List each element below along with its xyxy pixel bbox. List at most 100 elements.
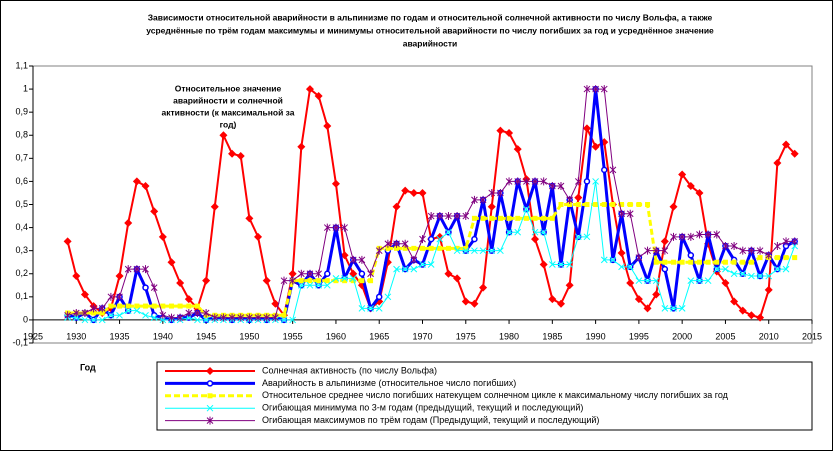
marker — [281, 312, 287, 318]
marker — [592, 85, 599, 94]
marker — [125, 303, 131, 309]
marker — [765, 251, 773, 260]
marker — [141, 182, 150, 191]
marker — [444, 269, 453, 278]
marker — [384, 239, 392, 248]
marker — [687, 277, 695, 285]
marker — [470, 299, 479, 308]
y-tick-label: 0,7 — [15, 153, 28, 163]
marker — [626, 263, 634, 271]
legend-box — [156, 361, 813, 431]
annotation: аварийности и солнечной — [173, 95, 283, 105]
marker — [774, 255, 780, 261]
marker — [497, 188, 504, 197]
marker — [764, 285, 773, 294]
marker — [462, 212, 470, 221]
marker — [556, 299, 565, 308]
chart-title: аварийности — [403, 38, 458, 48]
marker — [132, 177, 141, 186]
marker — [367, 269, 374, 278]
marker — [385, 245, 391, 251]
marker — [643, 304, 652, 313]
marker — [748, 272, 755, 280]
marker — [393, 239, 400, 248]
marker — [618, 209, 625, 218]
marker — [306, 281, 314, 289]
marker — [437, 245, 443, 251]
marker — [566, 261, 573, 268]
marker — [489, 215, 495, 221]
marker — [505, 128, 514, 137]
marker — [557, 182, 565, 191]
marker — [626, 209, 634, 218]
marker — [678, 170, 687, 179]
marker — [601, 166, 608, 174]
marker — [721, 278, 730, 287]
marker — [497, 215, 503, 221]
marker — [115, 272, 124, 281]
marker — [670, 232, 677, 241]
marker — [202, 276, 211, 285]
y-tick-label: 0,6 — [15, 176, 28, 186]
marker — [652, 246, 660, 255]
marker — [619, 202, 625, 207]
marker — [219, 131, 228, 140]
marker — [228, 149, 237, 158]
marker — [375, 305, 383, 312]
marker — [738, 306, 747, 315]
marker — [289, 316, 297, 324]
marker — [679, 259, 685, 265]
marker — [236, 152, 245, 161]
marker — [696, 259, 702, 265]
x-tick-label: 1990 — [586, 331, 606, 341]
x-tick-label: 1985 — [542, 331, 562, 341]
marker — [541, 215, 547, 221]
marker — [142, 284, 149, 291]
marker — [306, 269, 314, 278]
marker — [714, 259, 720, 265]
x-tick-label: 1950 — [239, 331, 259, 341]
y-tick-label: 0,2 — [15, 268, 28, 278]
marker — [731, 259, 737, 265]
marker — [445, 228, 452, 236]
marker — [333, 278, 339, 284]
marker — [549, 215, 555, 221]
marker — [600, 256, 608, 264]
marker — [410, 265, 418, 273]
marker — [574, 233, 582, 241]
marker — [168, 303, 174, 309]
marker — [497, 247, 504, 255]
x-tick-label: 1965 — [369, 331, 389, 341]
x-tick-label: 1970 — [412, 331, 432, 341]
marker — [540, 177, 548, 186]
marker — [678, 232, 686, 241]
marker — [722, 242, 729, 251]
marker — [427, 261, 435, 268]
legend-marker — [206, 404, 214, 412]
marker — [427, 235, 435, 243]
marker — [117, 303, 123, 309]
marker — [194, 303, 200, 309]
marker — [748, 259, 754, 265]
marker — [158, 232, 167, 241]
marker — [150, 207, 159, 216]
legend-marker — [207, 393, 213, 399]
marker — [349, 255, 357, 264]
marker — [765, 272, 773, 280]
marker — [790, 149, 799, 158]
marker — [341, 223, 348, 232]
marker — [211, 313, 219, 322]
marker — [548, 182, 556, 191]
legend-label: Огибающая максимумов по трём годам (Пред… — [262, 415, 599, 425]
marker — [531, 228, 539, 236]
marker — [593, 202, 599, 207]
marker — [220, 313, 227, 322]
marker — [393, 265, 400, 273]
annotation: год) — [220, 119, 237, 129]
marker — [419, 235, 426, 244]
marker — [532, 215, 538, 221]
legend-marker — [206, 367, 214, 375]
marker — [496, 126, 505, 135]
x-tick-label: 1930 — [66, 331, 86, 341]
